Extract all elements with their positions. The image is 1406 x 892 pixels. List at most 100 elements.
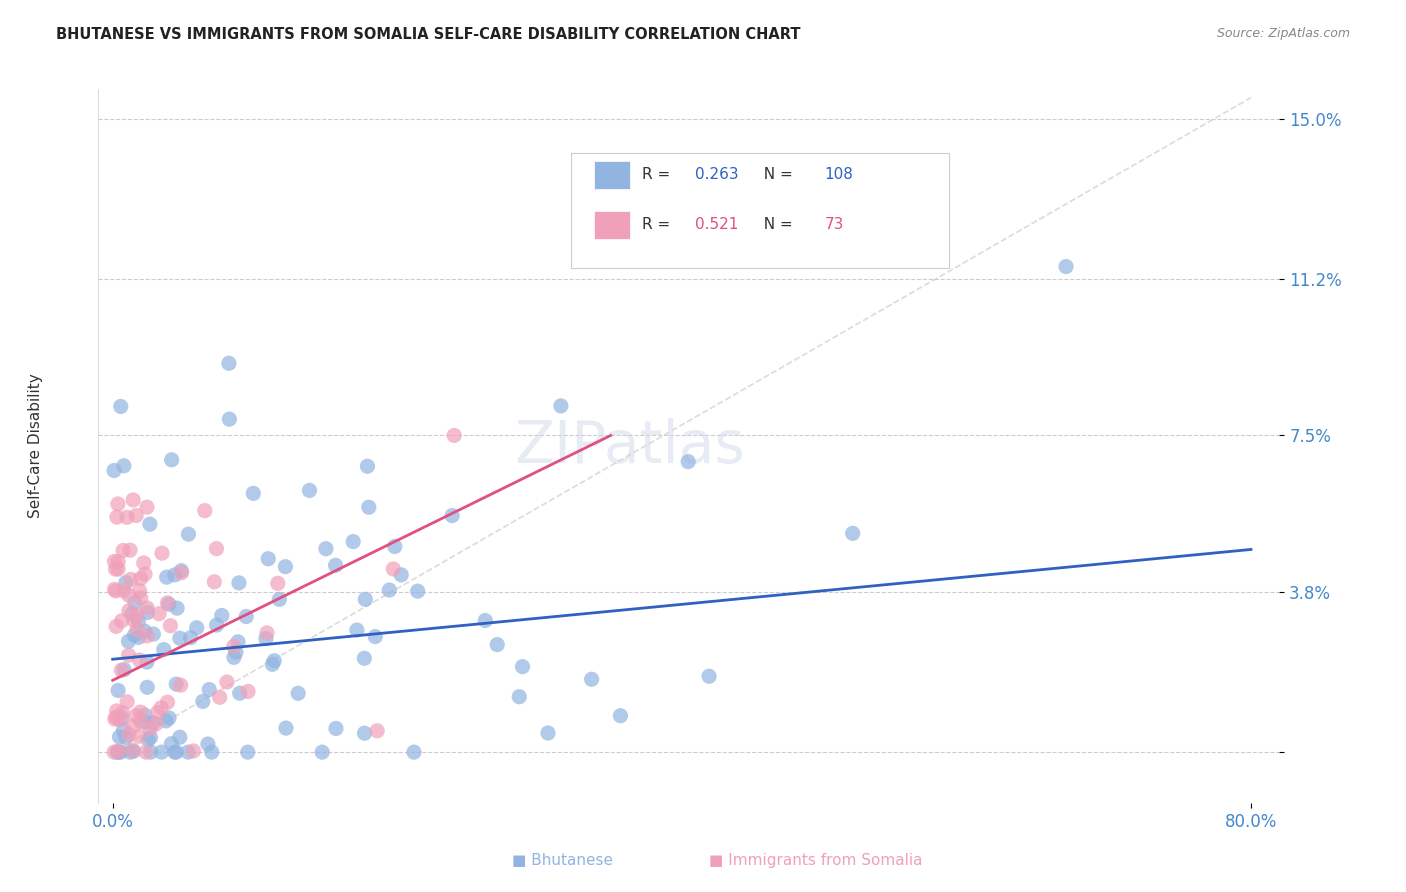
Point <box>105 704 128 718</box>
Text: BHUTANESE VS IMMIGRANTS FROM SOMALIA SELF-CARE DISABILITY CORRELATION CHART: BHUTANESE VS IMMIGRANTS FROM SOMALIA SEL… <box>56 27 801 42</box>
Point <box>215 675 238 690</box>
Point <box>105 619 128 633</box>
Point <box>110 663 132 677</box>
Point <box>104 712 127 726</box>
Point <box>104 562 127 576</box>
Point <box>384 540 406 554</box>
Point <box>142 715 165 730</box>
Point <box>170 566 193 580</box>
Point <box>166 601 188 615</box>
Point <box>134 624 156 639</box>
Point <box>117 648 139 663</box>
Text: R =: R = <box>641 168 675 182</box>
Point <box>274 559 297 574</box>
Point <box>128 729 150 743</box>
Point <box>110 745 132 759</box>
Y-axis label: Self-Care Disability: Self-Care Disability <box>28 374 42 518</box>
Point <box>208 690 231 705</box>
Point <box>124 595 146 609</box>
Point <box>108 730 131 744</box>
Point <box>107 745 129 759</box>
Point <box>111 711 134 725</box>
Point <box>125 508 148 523</box>
Point <box>156 596 179 610</box>
Point <box>110 400 132 414</box>
Point <box>157 597 180 611</box>
Bar <box>595 211 630 239</box>
Point <box>142 627 165 641</box>
Point <box>105 710 128 724</box>
Point <box>537 726 560 740</box>
Point <box>205 541 228 556</box>
Point <box>115 695 138 709</box>
Point <box>356 459 378 474</box>
Point <box>357 500 380 515</box>
Point <box>364 630 387 644</box>
Point <box>139 517 162 532</box>
Point <box>402 745 425 759</box>
Point <box>111 706 134 720</box>
Point <box>145 716 167 731</box>
Point <box>325 558 347 573</box>
Point <box>441 508 464 523</box>
Point <box>122 613 145 627</box>
Point <box>121 607 143 621</box>
Point <box>107 497 129 511</box>
Point <box>107 744 129 758</box>
Point <box>287 686 309 700</box>
Point <box>128 583 150 598</box>
Point <box>122 719 145 733</box>
Point <box>115 731 138 745</box>
Point <box>474 614 496 628</box>
Point <box>177 527 200 541</box>
Point <box>150 546 173 560</box>
Text: 73: 73 <box>825 218 844 232</box>
Point <box>222 650 245 665</box>
Point <box>129 572 152 586</box>
Point <box>354 592 377 607</box>
Point <box>156 570 179 584</box>
Point <box>136 629 159 643</box>
Point <box>124 628 146 642</box>
Point <box>103 554 125 568</box>
Point <box>135 655 157 669</box>
Point <box>676 455 699 469</box>
Point <box>128 653 150 667</box>
Point <box>236 745 259 759</box>
Point <box>120 745 142 759</box>
Point <box>342 534 364 549</box>
Text: ■ Immigrants from Somalia: ■ Immigrants from Somalia <box>709 854 922 868</box>
Point <box>150 700 173 714</box>
Point <box>165 745 187 759</box>
Point <box>105 510 128 524</box>
Point <box>1054 260 1077 274</box>
Point <box>136 681 159 695</box>
Point <box>325 722 347 736</box>
Point <box>315 541 337 556</box>
Point <box>103 745 125 759</box>
Text: 0.263: 0.263 <box>695 168 738 182</box>
Point <box>111 614 134 628</box>
Point <box>163 568 186 582</box>
Point <box>103 463 125 477</box>
Point <box>160 452 183 467</box>
Point <box>117 634 139 648</box>
Point <box>263 654 285 668</box>
Point <box>150 745 173 759</box>
Point <box>222 640 245 654</box>
Text: ZIPatlas: ZIPatlas <box>515 417 745 475</box>
Point <box>228 575 250 590</box>
Point <box>697 669 720 683</box>
Point <box>177 745 200 759</box>
Point <box>443 428 465 442</box>
Point <box>406 584 429 599</box>
Point <box>254 632 277 646</box>
Point <box>120 572 142 586</box>
Point <box>159 618 181 632</box>
Point <box>169 631 191 645</box>
Point <box>121 743 143 757</box>
Point <box>139 731 162 745</box>
Point <box>112 583 135 598</box>
Point <box>112 543 135 558</box>
Point <box>225 645 247 659</box>
